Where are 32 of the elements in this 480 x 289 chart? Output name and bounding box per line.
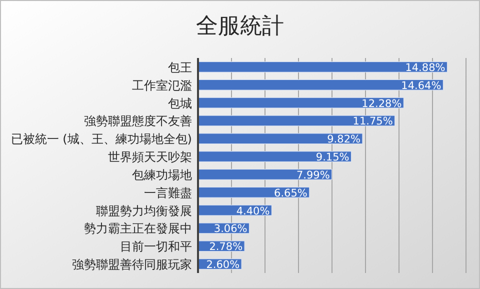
y-tick-label: 聯盟勢力均衡發展 <box>96 204 192 218</box>
data-label: 14.88% <box>405 62 446 74</box>
data-label: 2.78% <box>209 241 243 254</box>
y-tick-label: 強勢聯盟善待同服玩家 <box>72 258 192 272</box>
data-label: 2.60% <box>206 259 240 272</box>
y-tick-label: 一言難盡 <box>144 186 192 200</box>
data-label: 14.64% <box>401 80 442 92</box>
y-tick-label: 勢力霸主正在發展中 <box>84 222 192 236</box>
y-tick-label: 包王 <box>168 60 192 74</box>
y-tick-label: 包城 <box>168 96 192 110</box>
data-label: 11.75% <box>352 116 393 128</box>
bar <box>198 115 396 126</box>
data-label: 7.99% <box>296 169 330 182</box>
data-label: 12.28% <box>362 98 402 110</box>
bar <box>198 61 448 72</box>
bar <box>198 151 352 162</box>
y-tick-label: 世界頻天天吵架 <box>108 150 192 164</box>
y-tick-label: 包練功場地 <box>132 168 192 182</box>
chart-title: 全服統計 <box>196 14 284 39</box>
bar <box>198 168 332 180</box>
bar <box>198 79 444 90</box>
data-label: 6.65% <box>274 187 308 200</box>
y-tick-label: 目前一切和平 <box>120 240 192 254</box>
data-label: 4.40% <box>236 205 270 218</box>
y-tick-label: 強勢聯盟態度不友善 <box>84 114 192 128</box>
bar <box>198 97 404 108</box>
bar <box>198 133 363 144</box>
y-tick-label: 工作室氾濫 <box>132 78 192 92</box>
data-label: 3.06% <box>214 223 248 236</box>
data-label: 9.15% <box>316 152 350 164</box>
y-tick-label: 已被統一 (城、王、練功場地全包) <box>10 132 192 146</box>
data-label: 9.82% <box>327 134 361 146</box>
